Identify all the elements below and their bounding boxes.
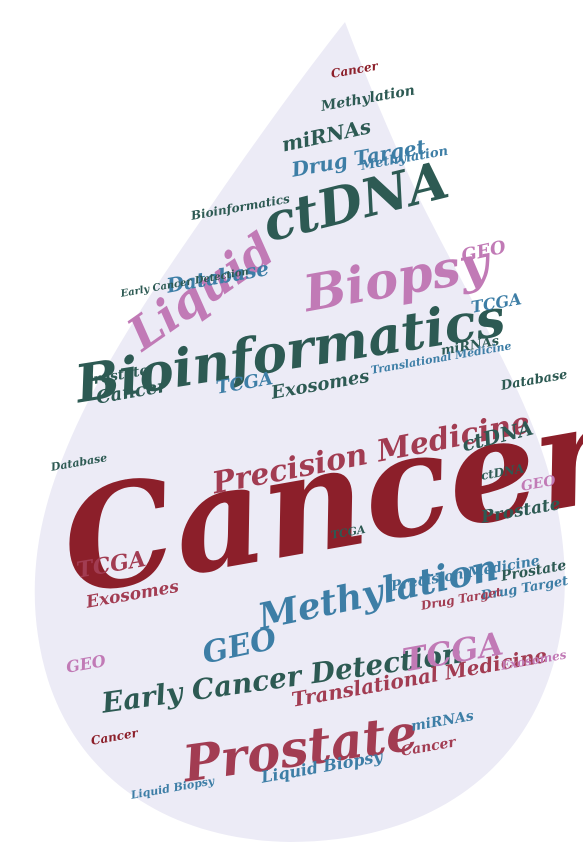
droplet-background (34, 22, 565, 842)
